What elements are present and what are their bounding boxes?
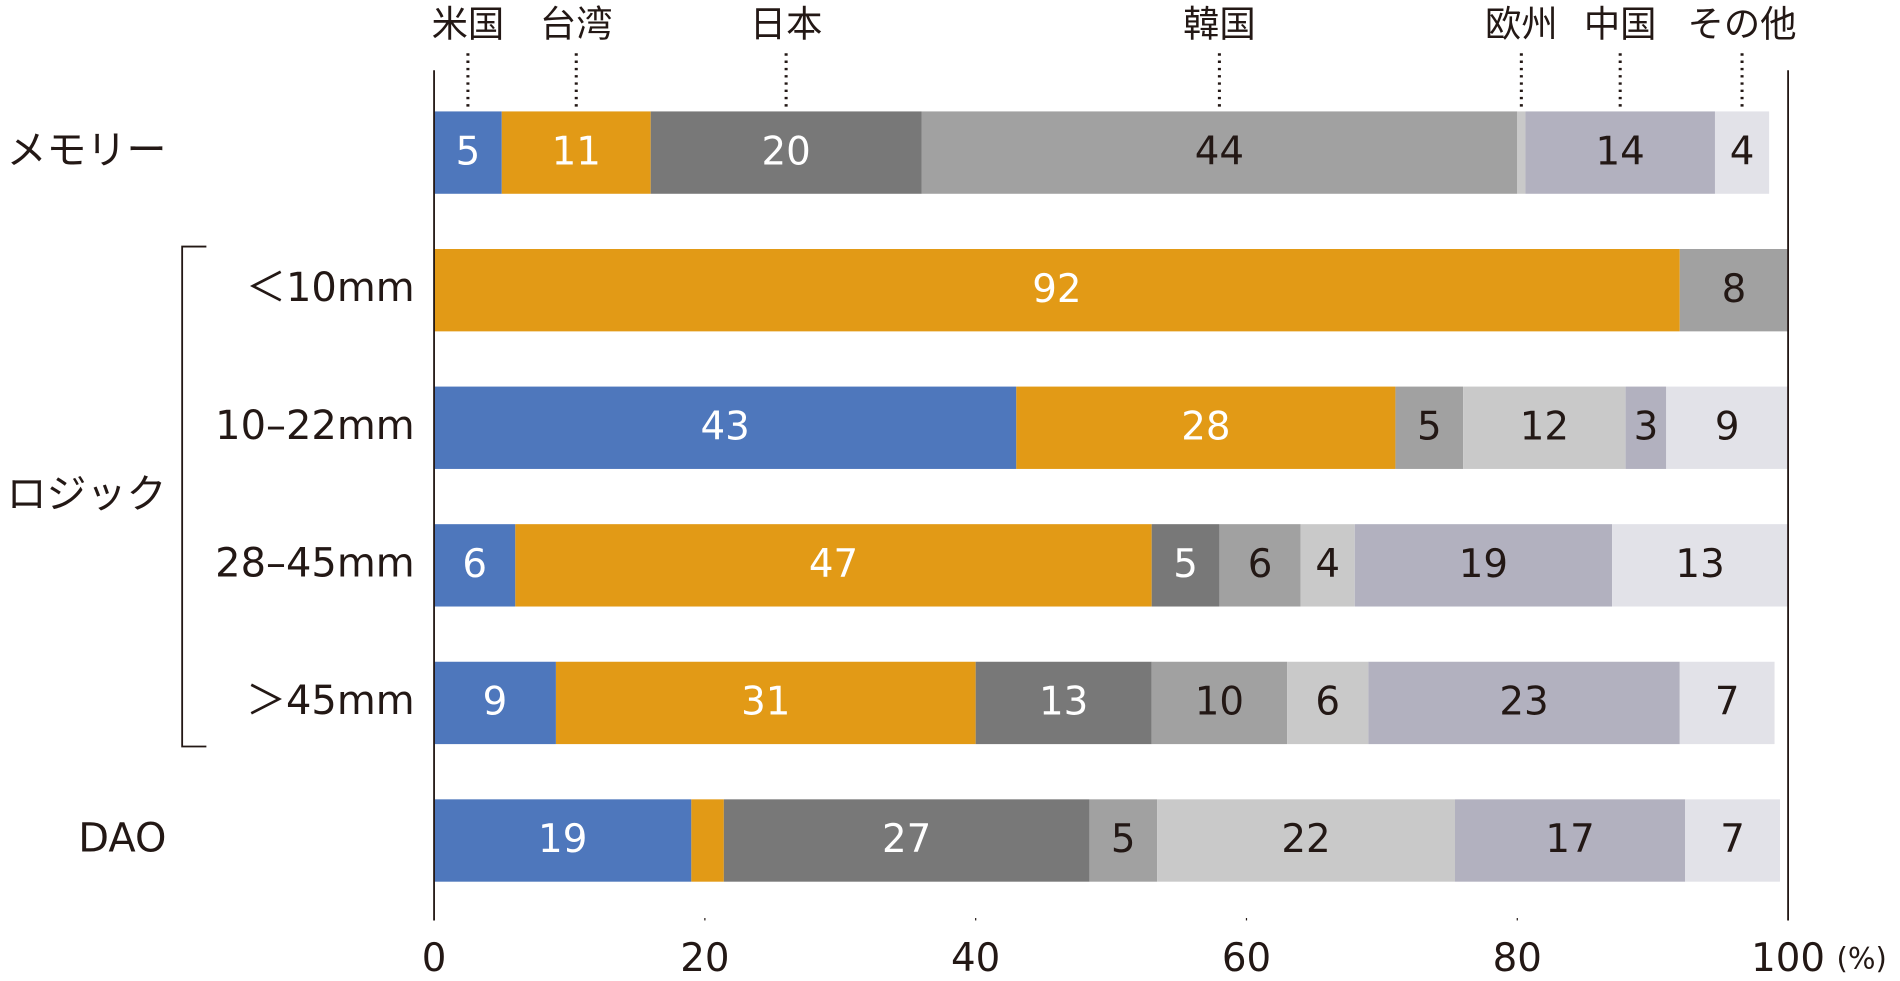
- data-label: 43: [701, 404, 750, 449]
- bar-segment: [1157, 799, 1455, 882]
- data-label: 6: [1248, 542, 1273, 587]
- group-label: ロジック: [7, 472, 167, 518]
- legend-label: 日本: [750, 3, 823, 46]
- bar-segment: [434, 799, 692, 882]
- data-label: 8: [1722, 267, 1747, 312]
- category-label: DAO: [78, 816, 166, 862]
- legend-label: 韓国: [1183, 3, 1256, 46]
- x-tick-label: 0: [422, 936, 447, 981]
- data-label: 11: [552, 129, 601, 174]
- bar-segment: [1454, 799, 1686, 882]
- bar-segment: [723, 799, 1090, 882]
- legend-label: 米国: [432, 3, 505, 46]
- x-unit: (%): [1837, 941, 1887, 975]
- category-label: 10–22mm: [215, 403, 415, 449]
- data-label: 3: [1634, 404, 1659, 449]
- bar-segment: [975, 661, 1152, 745]
- data-label: 20: [761, 129, 810, 174]
- legend-label: 中国: [1584, 3, 1657, 46]
- data-label: 19: [538, 817, 587, 862]
- bar-segment: [1089, 799, 1158, 882]
- bar-segment: [1151, 661, 1288, 745]
- category-label: 28–45mm: [215, 540, 415, 586]
- bar-segment: [1151, 524, 1220, 607]
- data-label: 27: [882, 817, 931, 862]
- bar-segment: [1395, 386, 1464, 469]
- x-tick-label: 40: [951, 936, 1000, 981]
- bar-segment: [1612, 524, 1789, 607]
- legend-label: その他: [1688, 3, 1797, 46]
- category-label: メモリー: [7, 128, 167, 174]
- data-label: 44: [1195, 129, 1244, 174]
- data-label: 14: [1596, 129, 1645, 174]
- data-label: 10: [1195, 680, 1244, 725]
- data-label: 31: [741, 680, 790, 725]
- bar-segment: [1368, 661, 1680, 745]
- bar-segment: [1354, 524, 1613, 607]
- x-tick-label: 60: [1222, 936, 1271, 981]
- legend-label: 台湾: [540, 3, 613, 46]
- bar-segment: [691, 799, 724, 882]
- data-label: 6: [1315, 680, 1340, 725]
- data-label: 23: [1499, 680, 1548, 725]
- bar-segment: [434, 111, 502, 194]
- bar-segment: [1287, 661, 1369, 745]
- data-label: 28: [1181, 404, 1230, 449]
- bar-segment: [434, 524, 516, 607]
- data-label: 4: [1315, 542, 1340, 587]
- bar-segment: [1525, 111, 1715, 194]
- x-tick-label: 100: [1751, 936, 1825, 981]
- bar-segment: [434, 386, 1017, 469]
- bar-segment: [555, 661, 976, 745]
- bar-segment: [1666, 386, 1789, 469]
- data-label: 7: [1720, 817, 1745, 862]
- bar-segment: [515, 524, 1152, 607]
- data-label: 4: [1730, 129, 1755, 174]
- data-label: 13: [1675, 542, 1724, 587]
- data-label: 7: [1715, 680, 1740, 725]
- data-label: 9: [483, 680, 508, 725]
- data-label: 5: [1417, 404, 1442, 449]
- bar-segment: [1714, 111, 1770, 194]
- bar-segment: [921, 111, 1518, 194]
- data-label: 47: [809, 542, 858, 587]
- data-label: 19: [1459, 542, 1508, 587]
- data-label: 5: [1173, 542, 1198, 587]
- bar-segment: [434, 249, 1680, 332]
- data-label: 22: [1281, 817, 1330, 862]
- bar-segment: [650, 111, 922, 194]
- bar-segment: [434, 661, 556, 745]
- data-label: 17: [1545, 817, 1594, 862]
- bar-segment: [1685, 799, 1780, 882]
- bar-segment: [1517, 111, 1526, 194]
- category-label: ＜10mm: [246, 265, 415, 311]
- bar-segment: [501, 111, 651, 194]
- data-label: 5: [456, 129, 481, 174]
- data-label: 9: [1715, 404, 1740, 449]
- data-label: 6: [462, 542, 487, 587]
- bar-segment: [1463, 386, 1626, 469]
- bar-segment: [1300, 524, 1355, 607]
- data-label: 13: [1039, 680, 1088, 725]
- legend-label: 欧州: [1485, 3, 1558, 46]
- bar-segment: [1219, 524, 1301, 607]
- data-label: 12: [1520, 404, 1569, 449]
- group-bracket: [181, 245, 207, 748]
- data-label: 5: [1111, 817, 1136, 862]
- bar-segment: [1679, 249, 1789, 332]
- category-label: ＞45mm: [246, 678, 415, 724]
- x-tick-label: 20: [680, 936, 729, 981]
- bar-segment: [1679, 661, 1775, 745]
- bar-segment: [1625, 386, 1667, 469]
- x-tick-label: 80: [1493, 936, 1542, 981]
- bar-segment: [1016, 386, 1396, 469]
- data-label: 92: [1032, 267, 1081, 312]
